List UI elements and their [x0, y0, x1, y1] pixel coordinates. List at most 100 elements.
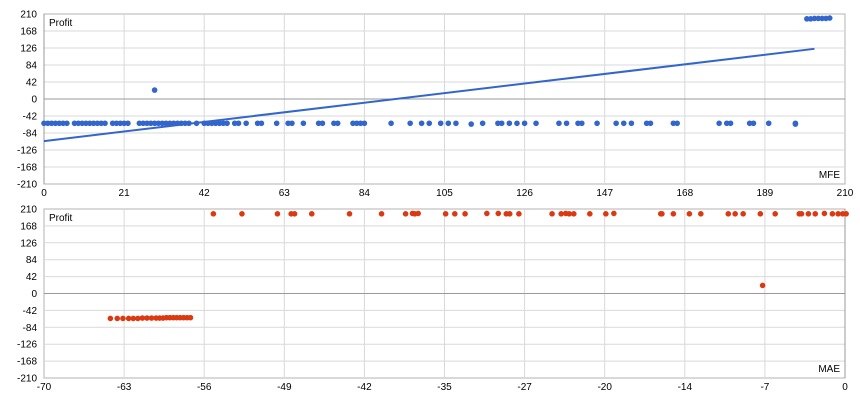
mfe-point	[319, 120, 326, 127]
mfe-y-tick-label: 42	[26, 78, 38, 89]
mae-y-tick-label: -42	[23, 306, 38, 317]
mfe-point	[453, 120, 459, 127]
mfe-point	[334, 120, 341, 127]
mfe-point	[613, 120, 619, 127]
mfe-chart: 0 21 42 63 84 105 126 147 168 189 210 210 168 126 84 42…	[17, 10, 854, 200]
mae-y-tick-label: -168	[17, 357, 37, 368]
mfe-point	[594, 120, 600, 127]
mae-x-axis-title: MAE	[818, 364, 840, 375]
mfe-x-axis-title: MFE	[819, 170, 840, 181]
mae-point	[516, 211, 522, 217]
mfe-y-tick-label: -84	[23, 129, 38, 140]
mfe-x-tick-label: 189	[757, 188, 774, 199]
mae-point	[378, 211, 385, 217]
mae-point	[686, 211, 693, 217]
mae-point	[698, 211, 704, 217]
mfe-y-axis-title: Profit	[49, 18, 73, 29]
mae-point	[187, 314, 194, 321]
mae-point	[144, 315, 150, 321]
mae-point	[139, 315, 146, 321]
mae-point	[835, 211, 841, 217]
mae-x-tick-label: -56	[197, 382, 212, 393]
mfe-point	[468, 121, 475, 127]
mae-point	[725, 211, 732, 217]
mae-point	[812, 211, 819, 217]
mfe-point	[243, 120, 249, 127]
mae-y-axis-title: Profit	[49, 213, 73, 224]
mfe-point	[426, 120, 433, 127]
mae-point	[587, 211, 593, 217]
mfe-y-tick-label: -42	[23, 112, 38, 123]
mfe-point	[628, 120, 635, 127]
mfe-point	[361, 120, 368, 127]
mfe-point	[674, 120, 680, 127]
mfe-point	[407, 120, 413, 127]
mae-point	[805, 211, 812, 217]
mae-x-tick-label: -42	[357, 382, 372, 393]
mae-x-tick-label: -35	[437, 382, 452, 393]
mae-x-tick-label: -70	[37, 382, 52, 393]
mfe-point	[620, 120, 627, 127]
mae-x-tick-label: -49	[277, 382, 292, 393]
mfe-point	[193, 120, 200, 127]
mae-point	[757, 211, 764, 217]
mfe-point	[151, 87, 158, 93]
mfe-point	[514, 120, 520, 127]
mfe-point	[792, 121, 799, 127]
mfe-point	[125, 120, 131, 127]
mae-point	[346, 211, 353, 217]
mae-point	[495, 210, 502, 217]
mae-y-tick-label: -210	[17, 374, 37, 385]
mae-point	[442, 211, 449, 217]
mae-point	[107, 315, 114, 322]
mae-point	[772, 211, 778, 217]
mae-y-tick-label: -84	[23, 323, 38, 334]
mae-point	[558, 211, 565, 217]
mae-point	[506, 211, 513, 217]
mae-point	[549, 211, 555, 217]
mfe-y-tick-label: -126	[17, 146, 37, 157]
mfe-x-tick-label: 105	[436, 188, 453, 199]
mae-point	[732, 211, 738, 217]
mfe-x-tick-label: 147	[596, 188, 613, 199]
mfe-y-tick-label: 210	[20, 10, 37, 21]
mfe-y-tick-label: 0	[31, 95, 37, 106]
mfe-point	[437, 120, 444, 127]
mae-point	[571, 211, 577, 217]
mfe-x-tick-label: 63	[279, 188, 291, 199]
mfe-point	[224, 120, 230, 127]
mae-point	[120, 315, 126, 322]
mae-point	[566, 211, 573, 217]
mae-point	[659, 211, 665, 217]
mae-point	[759, 282, 766, 289]
mfe-point	[388, 120, 394, 127]
mfe-point	[289, 120, 295, 127]
mfe-y-tick-label: -210	[17, 180, 37, 191]
mae-y-tick-label: -126	[17, 340, 37, 351]
mae-point	[415, 210, 421, 217]
mae-point	[274, 211, 281, 217]
mfe-point	[235, 120, 242, 127]
mfe-point	[186, 120, 192, 127]
mfe-y-tick-label: 126	[20, 44, 37, 55]
mae-y-tick-label: 210	[20, 205, 37, 216]
mfe-y-tick-label: 84	[26, 61, 38, 72]
mae-point	[239, 211, 245, 217]
mae-point	[114, 315, 121, 322]
mfe-x-tick-label: 210	[837, 188, 854, 199]
mfe-point	[765, 120, 772, 127]
mfe-x-tick-label: 168	[676, 188, 693, 199]
mae-x-tick-label: -63	[117, 382, 132, 393]
mfe-point	[533, 120, 539, 127]
mfe-point	[750, 120, 757, 127]
mae-point	[843, 211, 849, 217]
mae-y-tick-label: 0	[31, 289, 37, 300]
mae-y-tick-label: 126	[20, 238, 37, 249]
mfe-point	[64, 120, 70, 127]
mfe-point	[445, 120, 452, 127]
mae-point	[308, 211, 315, 217]
mae-x-tick-label: -27	[517, 382, 532, 393]
mae-y-tick-label: 42	[26, 272, 38, 283]
mae-point	[210, 211, 217, 217]
mfe-point	[563, 120, 570, 127]
